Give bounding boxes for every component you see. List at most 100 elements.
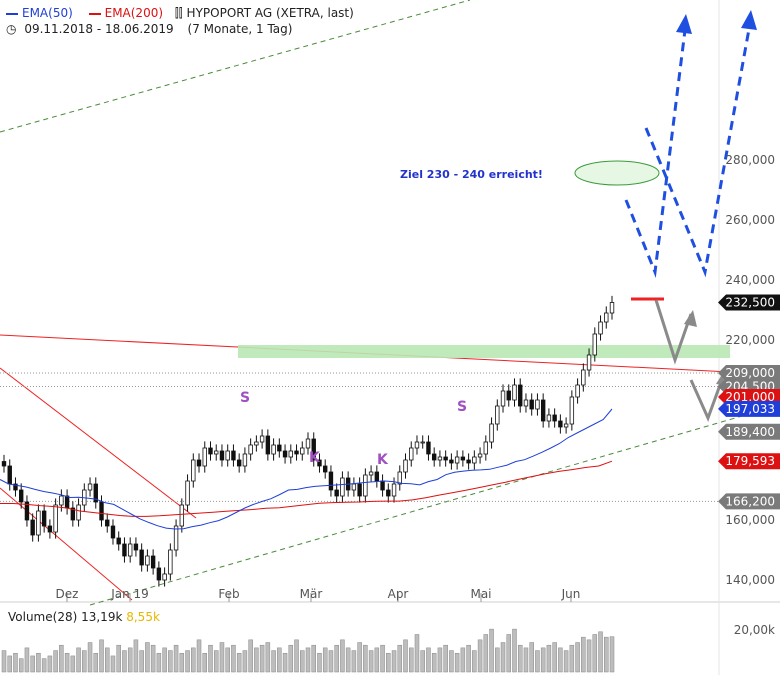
- candle-body: [552, 414, 557, 422]
- candle-body: [540, 399, 546, 422]
- volume-bar: [529, 642, 534, 673]
- volume-bar: [466, 644, 471, 673]
- candle-body: [609, 302, 615, 314]
- candle-body: [173, 525, 179, 551]
- volume-bar: [477, 639, 483, 673]
- volume-bar: [168, 650, 173, 673]
- volume-bar: [540, 647, 546, 673]
- volume-bar: [110, 655, 116, 673]
- candle-body: [265, 435, 271, 455]
- candle-body: [179, 504, 185, 527]
- level-tag: [718, 423, 780, 440]
- volume-bar: [70, 655, 76, 673]
- candle-body: [76, 504, 81, 521]
- volume-bar: [472, 650, 477, 673]
- pattern-label: S: [457, 399, 467, 415]
- volume-bar: [191, 647, 196, 673]
- volume-bar: [363, 644, 368, 673]
- candle-body: [386, 489, 391, 497]
- volume-bar: [254, 647, 259, 673]
- candle-body: [598, 321, 603, 335]
- candle-body: [558, 420, 563, 428]
- forecast-path-one: [624, 21, 688, 278]
- candle-body: [374, 471, 380, 482]
- level-tag-label: 232,500: [725, 296, 775, 310]
- candle-body: [340, 477, 345, 497]
- volume-bar: [604, 636, 609, 673]
- volume-bar: [437, 647, 443, 673]
- volume-bar: [36, 652, 41, 673]
- candle-body: [185, 480, 190, 506]
- candle-body: [13, 483, 18, 491]
- forecast-path-two: [644, 17, 753, 278]
- y-tick-label: 260,000: [725, 213, 775, 227]
- volume-bar: [368, 650, 374, 673]
- volume-bar: [18, 658, 24, 673]
- candle-body: [512, 384, 517, 401]
- volume-bar: [581, 636, 586, 673]
- volume-bar: [59, 644, 64, 673]
- volume-bar: [317, 652, 322, 673]
- volume-bar: [483, 634, 489, 673]
- candle-body: [546, 414, 552, 422]
- candle-body: [208, 447, 213, 455]
- volume-bar: [231, 644, 236, 673]
- downtrend-upper-line: [0, 367, 197, 519]
- candle-body: [592, 333, 597, 356]
- volume-bar: [179, 652, 185, 673]
- candle-body: [518, 384, 523, 407]
- volume-bar: [173, 644, 179, 673]
- volume-bar: [495, 647, 500, 673]
- x-tick-label: Jan 19: [110, 587, 149, 601]
- candle-body: [294, 450, 299, 455]
- volume-bar: [104, 647, 110, 673]
- volume-bar: [53, 650, 58, 673]
- alt-path-two: [689, 373, 726, 422]
- candle-body: [219, 450, 225, 461]
- volume-bar: [64, 652, 70, 673]
- candle-body: [202, 447, 207, 467]
- volume-bar: [408, 647, 414, 673]
- candle-body: [19, 489, 24, 503]
- candle-body: [305, 438, 311, 449]
- volume-bar: [41, 658, 47, 673]
- x-tick-label: Dez: [56, 587, 79, 601]
- volume-bar: [489, 628, 494, 673]
- volume-legend: Volume(28) 13,19k 8,55k: [8, 610, 160, 624]
- volume-bar: [156, 652, 162, 673]
- candle-body: [604, 312, 609, 323]
- candle-body: [122, 543, 127, 557]
- clock-icon: ◷: [6, 22, 17, 36]
- candle-body: [397, 471, 402, 485]
- candle-body: [317, 459, 322, 467]
- candle-body: [191, 459, 196, 482]
- volume-bar: [523, 647, 529, 673]
- volume-bar: [139, 650, 144, 673]
- candle-body: [196, 459, 202, 467]
- volume-bar: [334, 644, 339, 673]
- volume-bar: [609, 636, 615, 673]
- target-annotation: Ziel 230 - 240 erreicht!: [400, 168, 543, 181]
- volume-bar: [294, 639, 299, 673]
- volume-bar: [558, 647, 563, 673]
- x-tick-label: Mär: [300, 587, 323, 601]
- volume-bar: [76, 647, 81, 673]
- volume-bar: [13, 652, 18, 673]
- candle-body: [403, 459, 408, 473]
- volume-bar: [248, 639, 253, 673]
- candle-body: [391, 483, 397, 497]
- volume-bar: [431, 652, 437, 673]
- candle-body: [47, 525, 53, 533]
- volume-bar: [546, 644, 552, 673]
- volume-bar: [311, 644, 316, 673]
- volume-bar: [351, 650, 357, 673]
- ema50-line: [0, 408, 613, 530]
- volume-bar: [242, 650, 248, 673]
- volume-bar: [265, 642, 271, 673]
- candle-body: [409, 447, 414, 461]
- volume-bar: [30, 655, 35, 673]
- level-tag: [718, 453, 780, 470]
- alt-arrowhead-one: [684, 310, 697, 327]
- candle-body: [431, 453, 437, 461]
- volume-bar: [259, 644, 265, 673]
